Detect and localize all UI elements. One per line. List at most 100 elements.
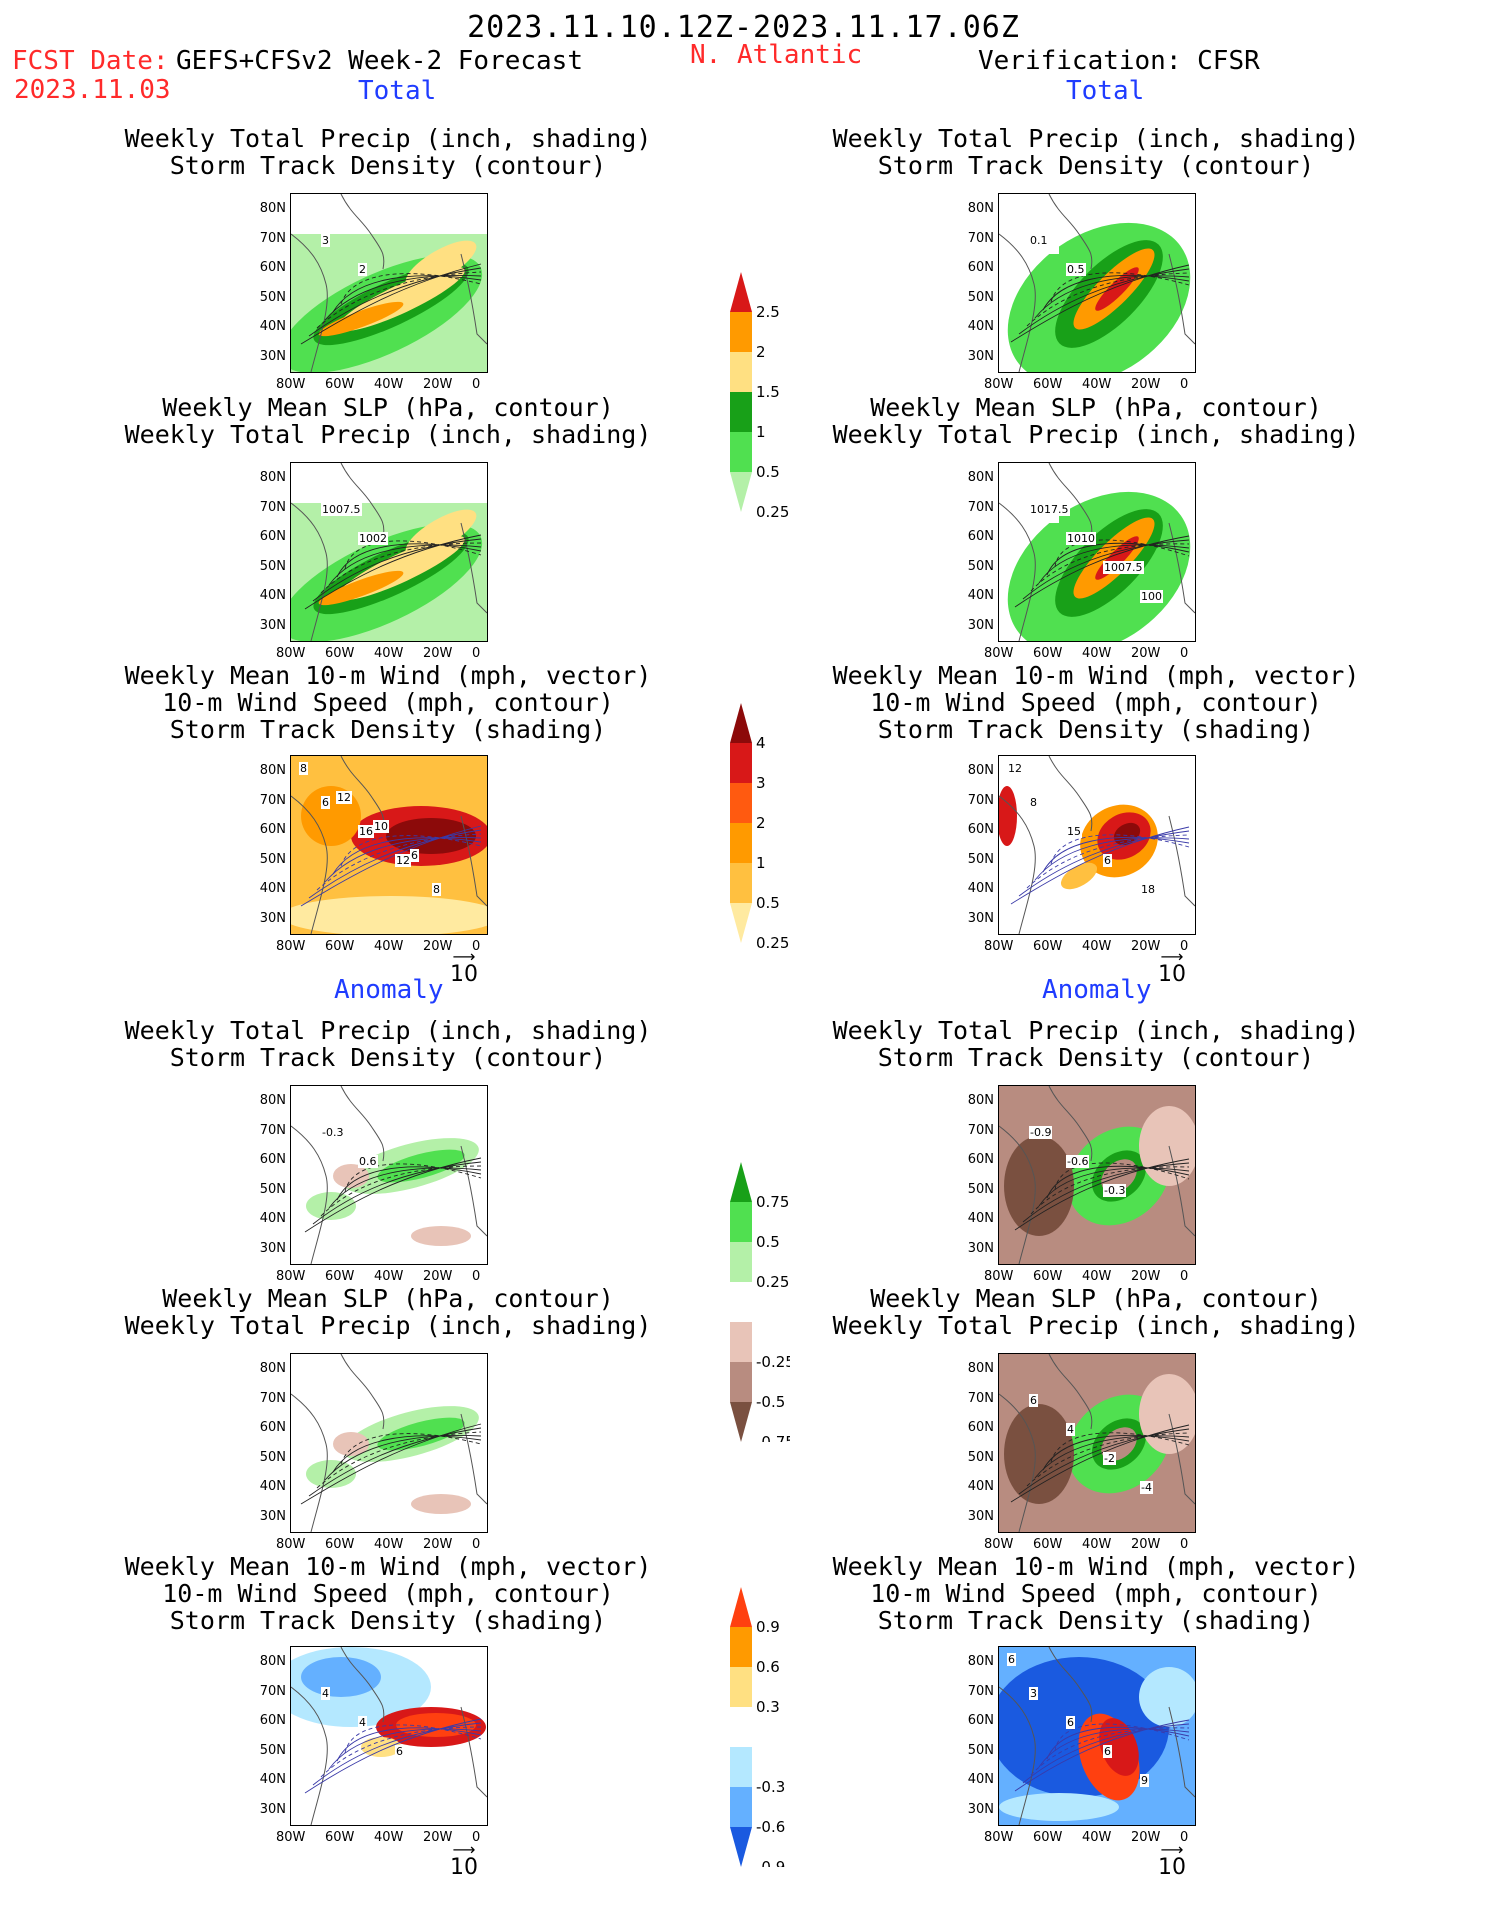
contour-label: -0.3 [321, 1126, 345, 1139]
colorbar-segment [730, 352, 752, 392]
map-panel: Weekly Mean 10-m Wind (mph, vector) 10-m … [28, 662, 748, 954]
lat-tick-label: 70N [259, 1390, 286, 1406]
colorbar-cap [730, 1402, 752, 1442]
vector-ref-2: ⟶ 10 [1152, 949, 1192, 988]
lon-tick-label: 0 [1180, 646, 1189, 661]
colorbar-tick-label: 0.75 [756, 1193, 789, 1211]
colorbar-tick-label: 2.5 [756, 303, 780, 321]
lon-tick-label: 20W [1131, 939, 1161, 954]
contour-label: 6 [410, 849, 419, 862]
lon-tick-label: 0 [1180, 939, 1189, 954]
lon-tick-label: 60W [325, 1830, 355, 1845]
colorbar-segment [730, 1787, 752, 1827]
contour-label: 6 [1029, 1394, 1038, 1407]
contour-label: 0.6 [358, 1155, 378, 1168]
lat-tick-label: 70N [967, 1683, 994, 1699]
contour-label: 3 [1029, 1687, 1038, 1700]
lon-tick-label: 20W [423, 1830, 453, 1845]
lat-tick-label: 50N [259, 851, 286, 867]
lon-tick-label: 20W [423, 1269, 453, 1284]
anom-precip-colorbar: 0.75 0.5 0.25 -0.25 -0.5 -0.75 [730, 1162, 790, 1442]
lon-tick-label: 60W [1033, 377, 1063, 392]
colorbar-tick-label: -0.9 [756, 1858, 785, 1867]
map-panel: Weekly Mean 10-m Wind (mph, vector) 10-m … [736, 1552, 1456, 1845]
colorbar-tick-label: 2 [756, 343, 766, 361]
colorbar-tick-label: -0.75 [756, 1433, 790, 1442]
contour-label: 8 [299, 762, 308, 775]
map-panel: Weekly Total Precip (inch, shading) Storm… [736, 1016, 1456, 1284]
lat-tick-label: 30N [259, 1801, 286, 1817]
arrow-icon: ⟶ [1160, 1840, 1184, 1859]
contour-label: -2 [1103, 1452, 1116, 1465]
lon-tick-label: 60W [325, 939, 355, 954]
map-frame [290, 1353, 488, 1533]
colorbar-tick-label: 0.25 [756, 934, 789, 952]
lat-tick-label: 60N [259, 1713, 286, 1728]
lon-tick-label: 40W [374, 1537, 404, 1552]
colorbar-segment [730, 1202, 752, 1242]
colorbar-cap [730, 272, 752, 312]
lon-tick-label: 80W [276, 1830, 306, 1845]
colorbar-cap [730, 472, 752, 512]
vector-ref-4: ⟶ 10 [1152, 1840, 1192, 1881]
lat-tick-label: 80N [967, 763, 994, 778]
lat-tick-label: 30N [259, 348, 286, 364]
panel-title-line: Weekly Mean 10-m Wind (mph, vector) [832, 1552, 1360, 1581]
panel-title-line: Weekly Total Precip (inch, shading) [832, 1016, 1360, 1045]
colorbar-segment [730, 743, 752, 783]
period-title: 2023.11.10.12Z-2023.11.17.06Z [467, 10, 1020, 45]
panel-title-line: Storm Track Density (contour) [877, 151, 1315, 180]
lat-tick-label: 70N [259, 1122, 286, 1138]
panel-title-line: Weekly Total Precip (inch, shading) [832, 1311, 1360, 1340]
lon-tick-label: 60W [325, 646, 355, 661]
lon-tick-label: 40W [374, 939, 404, 954]
panel-title-line: Weekly Total Precip (inch, shading) [832, 420, 1360, 449]
lat-tick-label: 60N [259, 822, 286, 837]
panel-title-line: Weekly Total Precip (inch, shading) [832, 124, 1360, 153]
colorbar-cap [730, 1827, 752, 1867]
lat-tick-label: 70N [967, 792, 994, 808]
colorbar-tick-label: 0.5 [756, 1233, 780, 1251]
panel-title-line: 10-m Wind Speed (mph, contour) [162, 1579, 614, 1608]
colorbar-cap [730, 703, 752, 743]
panel-title-line: Storm Track Density (shading) [169, 1606, 607, 1635]
lat-tick-label: 70N [259, 792, 286, 808]
lat-tick-label: 80N [967, 1654, 994, 1669]
lon-tick-label: 80W [984, 1830, 1014, 1845]
lon-tick-label: 40W [374, 377, 404, 392]
lon-tick-label: 60W [1033, 646, 1063, 661]
lat-tick-label: 50N [259, 1449, 286, 1465]
lat-tick-label: 40N [967, 1211, 994, 1226]
vector-ref-1: ⟶ 10 [444, 949, 484, 988]
contour-label: 12 [1007, 762, 1023, 775]
lat-tick-label: 30N [967, 910, 994, 926]
lat-tick-label: 30N [967, 1801, 994, 1817]
anomaly-label-left: Anomaly [334, 975, 444, 1005]
colorbar-segment [730, 1282, 752, 1322]
contour-label: 0.5 [1066, 263, 1086, 276]
lat-tick-label: 40N [259, 881, 286, 896]
map-panel: Weekly Mean 10-m Wind (mph, vector) 10-m … [736, 661, 1456, 954]
lat-tick-label: 80N [967, 201, 994, 216]
colorbar-tick-label: 0.6 [756, 1658, 780, 1676]
panel-title-line: Weekly Total Precip (inch, shading) [124, 1311, 652, 1340]
map-frame: 4 4 6 [290, 1646, 488, 1826]
lat-tick-label: 30N [259, 617, 286, 633]
lat-tick-label: 70N [259, 1683, 286, 1699]
colorbar-tick-label: 1.5 [756, 383, 780, 401]
contour-label: 3 [321, 234, 330, 247]
map-panel: Weekly Mean SLP (hPa, contour) Weekly Tot… [736, 394, 1456, 661]
panel-title-line: Weekly Mean 10-m Wind (mph, vector) [832, 661, 1360, 690]
colorbar-segment [730, 823, 752, 863]
contour-label: 1002 [358, 532, 388, 545]
lat-tick-label: 50N [967, 1181, 994, 1197]
lat-tick-label: 60N [967, 822, 994, 837]
colorbar-tick-label: 0.5 [756, 894, 780, 912]
lon-tick-label: 0 [472, 1537, 481, 1552]
lon-tick-label: 40W [1082, 377, 1112, 392]
anomaly-label-right: Anomaly [1042, 975, 1152, 1005]
lon-tick-label: 20W [423, 1537, 453, 1552]
lon-tick-label: 60W [1033, 1269, 1063, 1284]
panel-title-line: 10-m Wind Speed (mph, contour) [162, 688, 614, 717]
